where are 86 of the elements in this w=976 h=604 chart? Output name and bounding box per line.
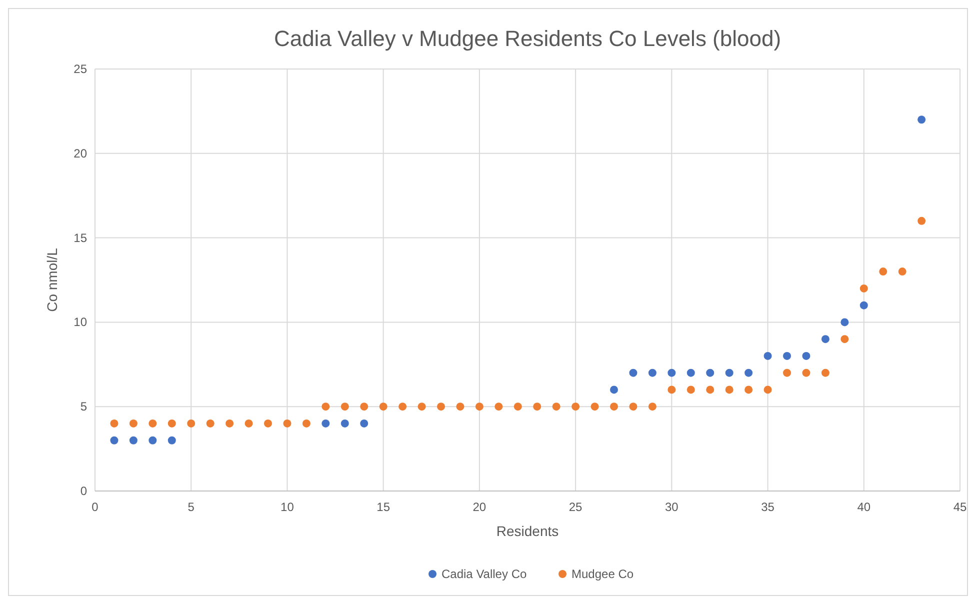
point [360, 419, 368, 428]
point [860, 301, 868, 310]
point [783, 352, 791, 360]
y-tick-label: 25 [74, 62, 88, 76]
x-tick-label: 15 [376, 500, 390, 514]
point [706, 368, 714, 377]
y-axis-title: Co nmol/L [44, 248, 60, 312]
point [821, 368, 830, 377]
y-tick-label: 15 [74, 230, 88, 245]
point [840, 318, 849, 326]
point [668, 386, 676, 394]
point [226, 419, 234, 428]
legend-label: Mudgee Co [572, 567, 634, 581]
point [148, 436, 157, 444]
point [648, 368, 656, 377]
point [283, 419, 292, 428]
point [898, 268, 906, 276]
x-tick-label: 20 [472, 500, 486, 514]
point [340, 419, 349, 428]
point [379, 402, 388, 411]
point [206, 419, 214, 428]
x-tick-label: 45 [953, 500, 967, 514]
point [340, 402, 349, 411]
point [110, 419, 118, 428]
x-axis-title: Residents [496, 523, 559, 539]
point [264, 419, 272, 428]
point [686, 386, 695, 394]
point [629, 402, 638, 411]
point [764, 386, 772, 394]
x-tick-label: 30 [664, 500, 679, 514]
point [110, 436, 118, 444]
point [302, 419, 310, 428]
point [244, 419, 253, 428]
point [437, 402, 445, 411]
x-tick-label: 35 [761, 500, 775, 514]
point [860, 284, 868, 292]
x-tick-label: 25 [568, 500, 583, 514]
x-tick-label: 5 [188, 500, 195, 514]
point [725, 368, 734, 377]
point [475, 402, 484, 411]
point [706, 386, 714, 394]
point [456, 402, 464, 411]
point [129, 419, 138, 428]
point [494, 402, 503, 411]
point [610, 402, 618, 411]
x-tick-label: 10 [280, 500, 294, 514]
y-tick-label: 0 [80, 484, 88, 498]
x-tick-label: 40 [857, 500, 871, 514]
point [590, 402, 599, 411]
point [168, 436, 176, 444]
point [322, 419, 330, 428]
point [802, 368, 810, 377]
point [744, 386, 753, 394]
point [918, 116, 926, 124]
point [322, 402, 330, 411]
point [360, 402, 368, 411]
point [552, 402, 560, 411]
point [629, 368, 638, 377]
y-tick-label: 20 [74, 146, 88, 160]
point [725, 386, 734, 394]
point [148, 419, 157, 428]
chart-title: Cadia Valley v Mudgee Residents Co Levels (blood) [274, 26, 782, 51]
point [398, 402, 407, 411]
point [187, 419, 196, 428]
point [744, 368, 753, 377]
point [418, 402, 426, 411]
legend-label: Cadia Valley Co [442, 567, 527, 581]
point [668, 368, 676, 377]
point [918, 216, 926, 225]
point [129, 436, 138, 444]
point [168, 419, 176, 428]
point [514, 402, 522, 411]
point [879, 268, 888, 276]
point [572, 402, 580, 411]
point [840, 335, 849, 344]
x-tick-label: 0 [92, 500, 99, 514]
y-tick-label: 10 [74, 315, 88, 330]
point [764, 352, 772, 360]
point [648, 402, 656, 411]
point [533, 402, 542, 411]
point [783, 368, 791, 377]
point [610, 386, 618, 394]
point [802, 352, 810, 360]
point [821, 335, 830, 344]
y-tick-label: 5 [80, 400, 88, 414]
point [686, 368, 695, 377]
